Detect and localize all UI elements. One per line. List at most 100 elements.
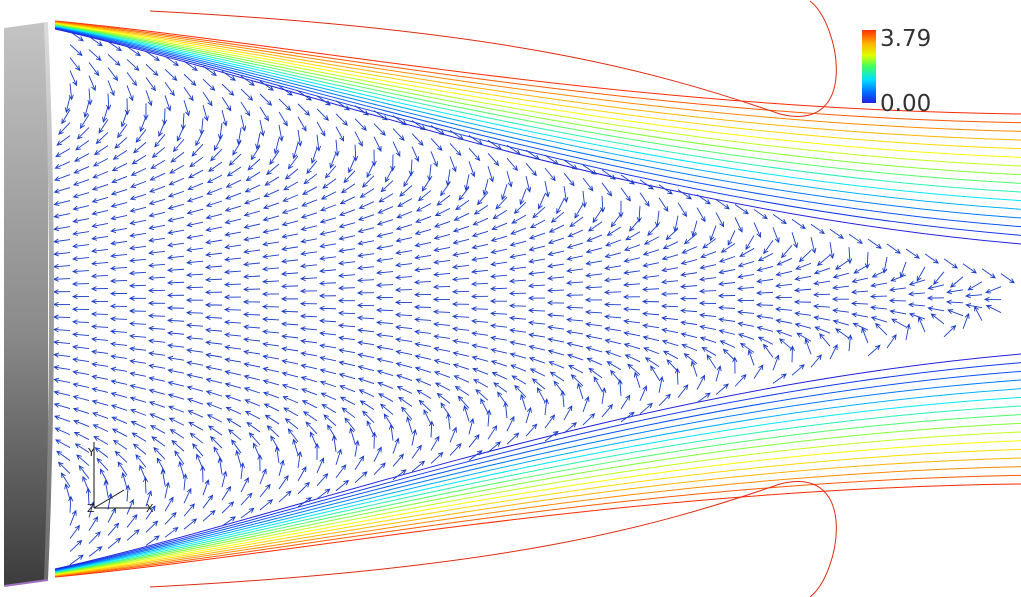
velocity-vector [464, 406, 469, 421]
velocity-vector [666, 229, 678, 240]
velocity-vector [526, 163, 536, 175]
velocity-vector [111, 266, 127, 270]
velocity-vector [196, 131, 203, 145]
velocity-vector [207, 403, 222, 409]
velocity-vector [868, 345, 880, 356]
velocity-vector [587, 248, 602, 253]
velocity-vector [74, 180, 89, 186]
velocity-vector [716, 366, 721, 381]
velocity-vector [271, 436, 279, 450]
velocity-vector [149, 250, 165, 254]
velocity-vector [225, 270, 241, 274]
velocity-vector [738, 274, 754, 278]
velocity-vector [507, 433, 519, 444]
velocity-vector [681, 296, 697, 300]
velocity-vector [214, 136, 222, 150]
velocity-vector [73, 307, 89, 311]
velocity-vector [681, 309, 697, 313]
velocity-vector [132, 168, 146, 175]
velocity-vector [662, 316, 678, 320]
velocity-vector [150, 402, 165, 408]
velocity-vector [754, 209, 767, 218]
velocity-vector [814, 304, 830, 308]
velocity-vector [561, 391, 565, 407]
velocity-vector [206, 240, 222, 244]
velocity-vector [149, 238, 165, 242]
velocity-vector [854, 265, 868, 273]
velocity-vector [412, 461, 424, 471]
velocity-vector [567, 318, 583, 322]
velocity-vector [963, 314, 969, 329]
velocity-vector [111, 355, 127, 359]
velocity-vector [491, 299, 507, 303]
velocity-vector [453, 239, 469, 244]
velocity-vector [336, 450, 342, 465]
velocity-vector [190, 157, 203, 166]
velocity-vector [441, 182, 450, 195]
velocity-vector [95, 448, 108, 458]
velocity-vector [146, 64, 158, 75]
velocity-vector [340, 210, 355, 216]
velocity-vector [399, 397, 412, 406]
velocity-vector [165, 528, 178, 538]
velocity-vector [682, 247, 697, 254]
velocity-vector [491, 287, 507, 291]
color-bar-gradient [862, 30, 876, 103]
velocity-vector [871, 306, 887, 310]
velocity-vector [168, 356, 184, 360]
velocity-vector [187, 273, 203, 277]
velocity-vector [184, 100, 190, 115]
velocity-vector [605, 278, 621, 282]
velocity-vector [681, 321, 697, 325]
velocity-vector [111, 342, 127, 346]
velocity-vector [700, 325, 716, 329]
velocity-vector [397, 362, 412, 367]
velocity-vector [165, 82, 174, 95]
velocity-vector [944, 259, 957, 268]
velocity-vector [241, 115, 246, 131]
velocity-vector [359, 228, 374, 233]
velocity-vector [377, 333, 393, 337]
velocity-vector [796, 263, 811, 269]
velocity-vector [606, 351, 621, 357]
velocity-vector [589, 368, 602, 378]
velocity-vector [738, 298, 754, 302]
velocity-vector [54, 366, 70, 370]
velocity-vector [776, 295, 792, 299]
velocity-vector [887, 335, 896, 348]
velocity-vector [862, 328, 868, 343]
velocity-vector [640, 180, 653, 189]
velocity-vector [415, 268, 431, 272]
velocity-vector [184, 519, 196, 529]
velocity-vector [529, 308, 545, 312]
velocity-vector [303, 401, 317, 408]
velocity-vector [70, 58, 80, 71]
velocity-vector [754, 365, 763, 378]
velocity-vector [94, 158, 108, 165]
velocity-vector [206, 378, 222, 383]
velocity-vector [434, 335, 450, 339]
velocity-vector [131, 409, 146, 415]
velocity-vector [130, 309, 146, 313]
velocity-vector [225, 308, 241, 312]
velocity-vector [446, 414, 450, 430]
velocity-vector [263, 279, 279, 283]
velocity-vector [748, 350, 754, 365]
velocity-vector [244, 237, 260, 241]
velocity-vector [149, 352, 165, 356]
velocity-vector [244, 363, 260, 367]
velocity-vector [416, 229, 431, 234]
velocity-vector [270, 151, 279, 164]
velocity-vector [386, 168, 393, 182]
velocity-vector [488, 426, 497, 439]
velocity-vector [700, 313, 716, 317]
velocity-vector [339, 324, 355, 328]
velocity-vector [985, 297, 1001, 301]
velocity-vector [241, 89, 252, 100]
velocity-vector [472, 269, 488, 273]
velocity-vector [244, 262, 260, 266]
velocity-vector [567, 293, 583, 297]
velocity-vector [358, 241, 374, 245]
velocity-vector [928, 307, 944, 311]
velocity-vector [434, 310, 450, 314]
